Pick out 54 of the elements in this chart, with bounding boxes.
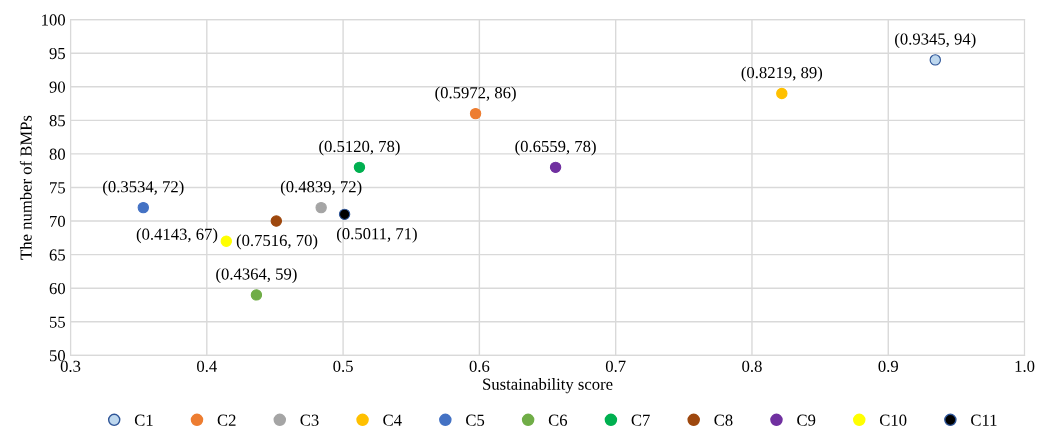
data-label: (0.5120, 78) [319, 140, 400, 156]
data-label: (0.7516, 70) [236, 234, 318, 250]
data-label: (0.4143, 67) [136, 228, 218, 244]
data-label: (0.9345, 94) [895, 32, 976, 49]
x-tick-label: 0.6 [469, 360, 490, 372]
y-tick-label: 80 [49, 148, 66, 160]
legend-label: C11 [971, 414, 997, 426]
legend-label: C5 [466, 414, 485, 426]
point [220, 235, 233, 247]
x-tick-label: 0.3 [60, 360, 81, 372]
point [776, 87, 788, 100]
point [469, 107, 482, 120]
legend-label: C6 [548, 414, 568, 426]
x-tick-label: 0.8 [742, 360, 762, 372]
legend-label: C10 [879, 414, 907, 426]
legend-label: C4 [383, 414, 402, 426]
x-axis-title: Sustainability score [483, 378, 613, 394]
x-tick-label: 0.5 [333, 360, 353, 372]
data-label: (0.5011, 71) [337, 227, 417, 243]
y-tick-label: 60 [49, 282, 66, 295]
point [338, 208, 351, 221]
legend-label: C3 [300, 414, 319, 426]
y-tick-label: 55 [49, 316, 65, 328]
legend-label: C9 [797, 414, 816, 426]
y-axis-title: The number of BMPs [19, 115, 32, 260]
y-tick-label: 100 [42, 14, 66, 26]
point [250, 289, 263, 301]
data-label: (0.4364, 59) [216, 267, 297, 284]
point [315, 201, 327, 214]
y-tick-label: 90 [49, 81, 66, 93]
legend-label: C8 [714, 414, 733, 426]
x-tick-label: 1.0 [1015, 360, 1035, 372]
x-tick-label: 0.4 [197, 360, 217, 372]
point [137, 201, 150, 214]
y-tick-label: 50 [49, 350, 66, 362]
y-tick-label: 85 [49, 115, 65, 127]
point [353, 161, 366, 174]
data-label: (0.6559, 78) [515, 140, 596, 156]
legend-label: C7 [631, 414, 650, 426]
legend-label: C1 [134, 414, 153, 426]
y-tick-label: 70 [50, 215, 66, 227]
data-label: (0.8219, 89) [741, 66, 823, 82]
y-tick-label: 65 [49, 249, 65, 261]
data-label: (0.3534, 72) [103, 180, 184, 196]
x-tick-label: 0.9 [878, 360, 898, 372]
y-tick-label: 75 [50, 182, 65, 194]
data-label: (0.5972, 86) [435, 86, 516, 102]
data-label: (0.4839, 72) [280, 180, 362, 196]
point [270, 215, 283, 227]
y-tick-label: 95 [49, 47, 65, 60]
point [929, 54, 941, 66]
x-tick-label: 0.7 [605, 360, 626, 372]
point [549, 161, 562, 174]
legend-label: C2 [217, 414, 236, 426]
